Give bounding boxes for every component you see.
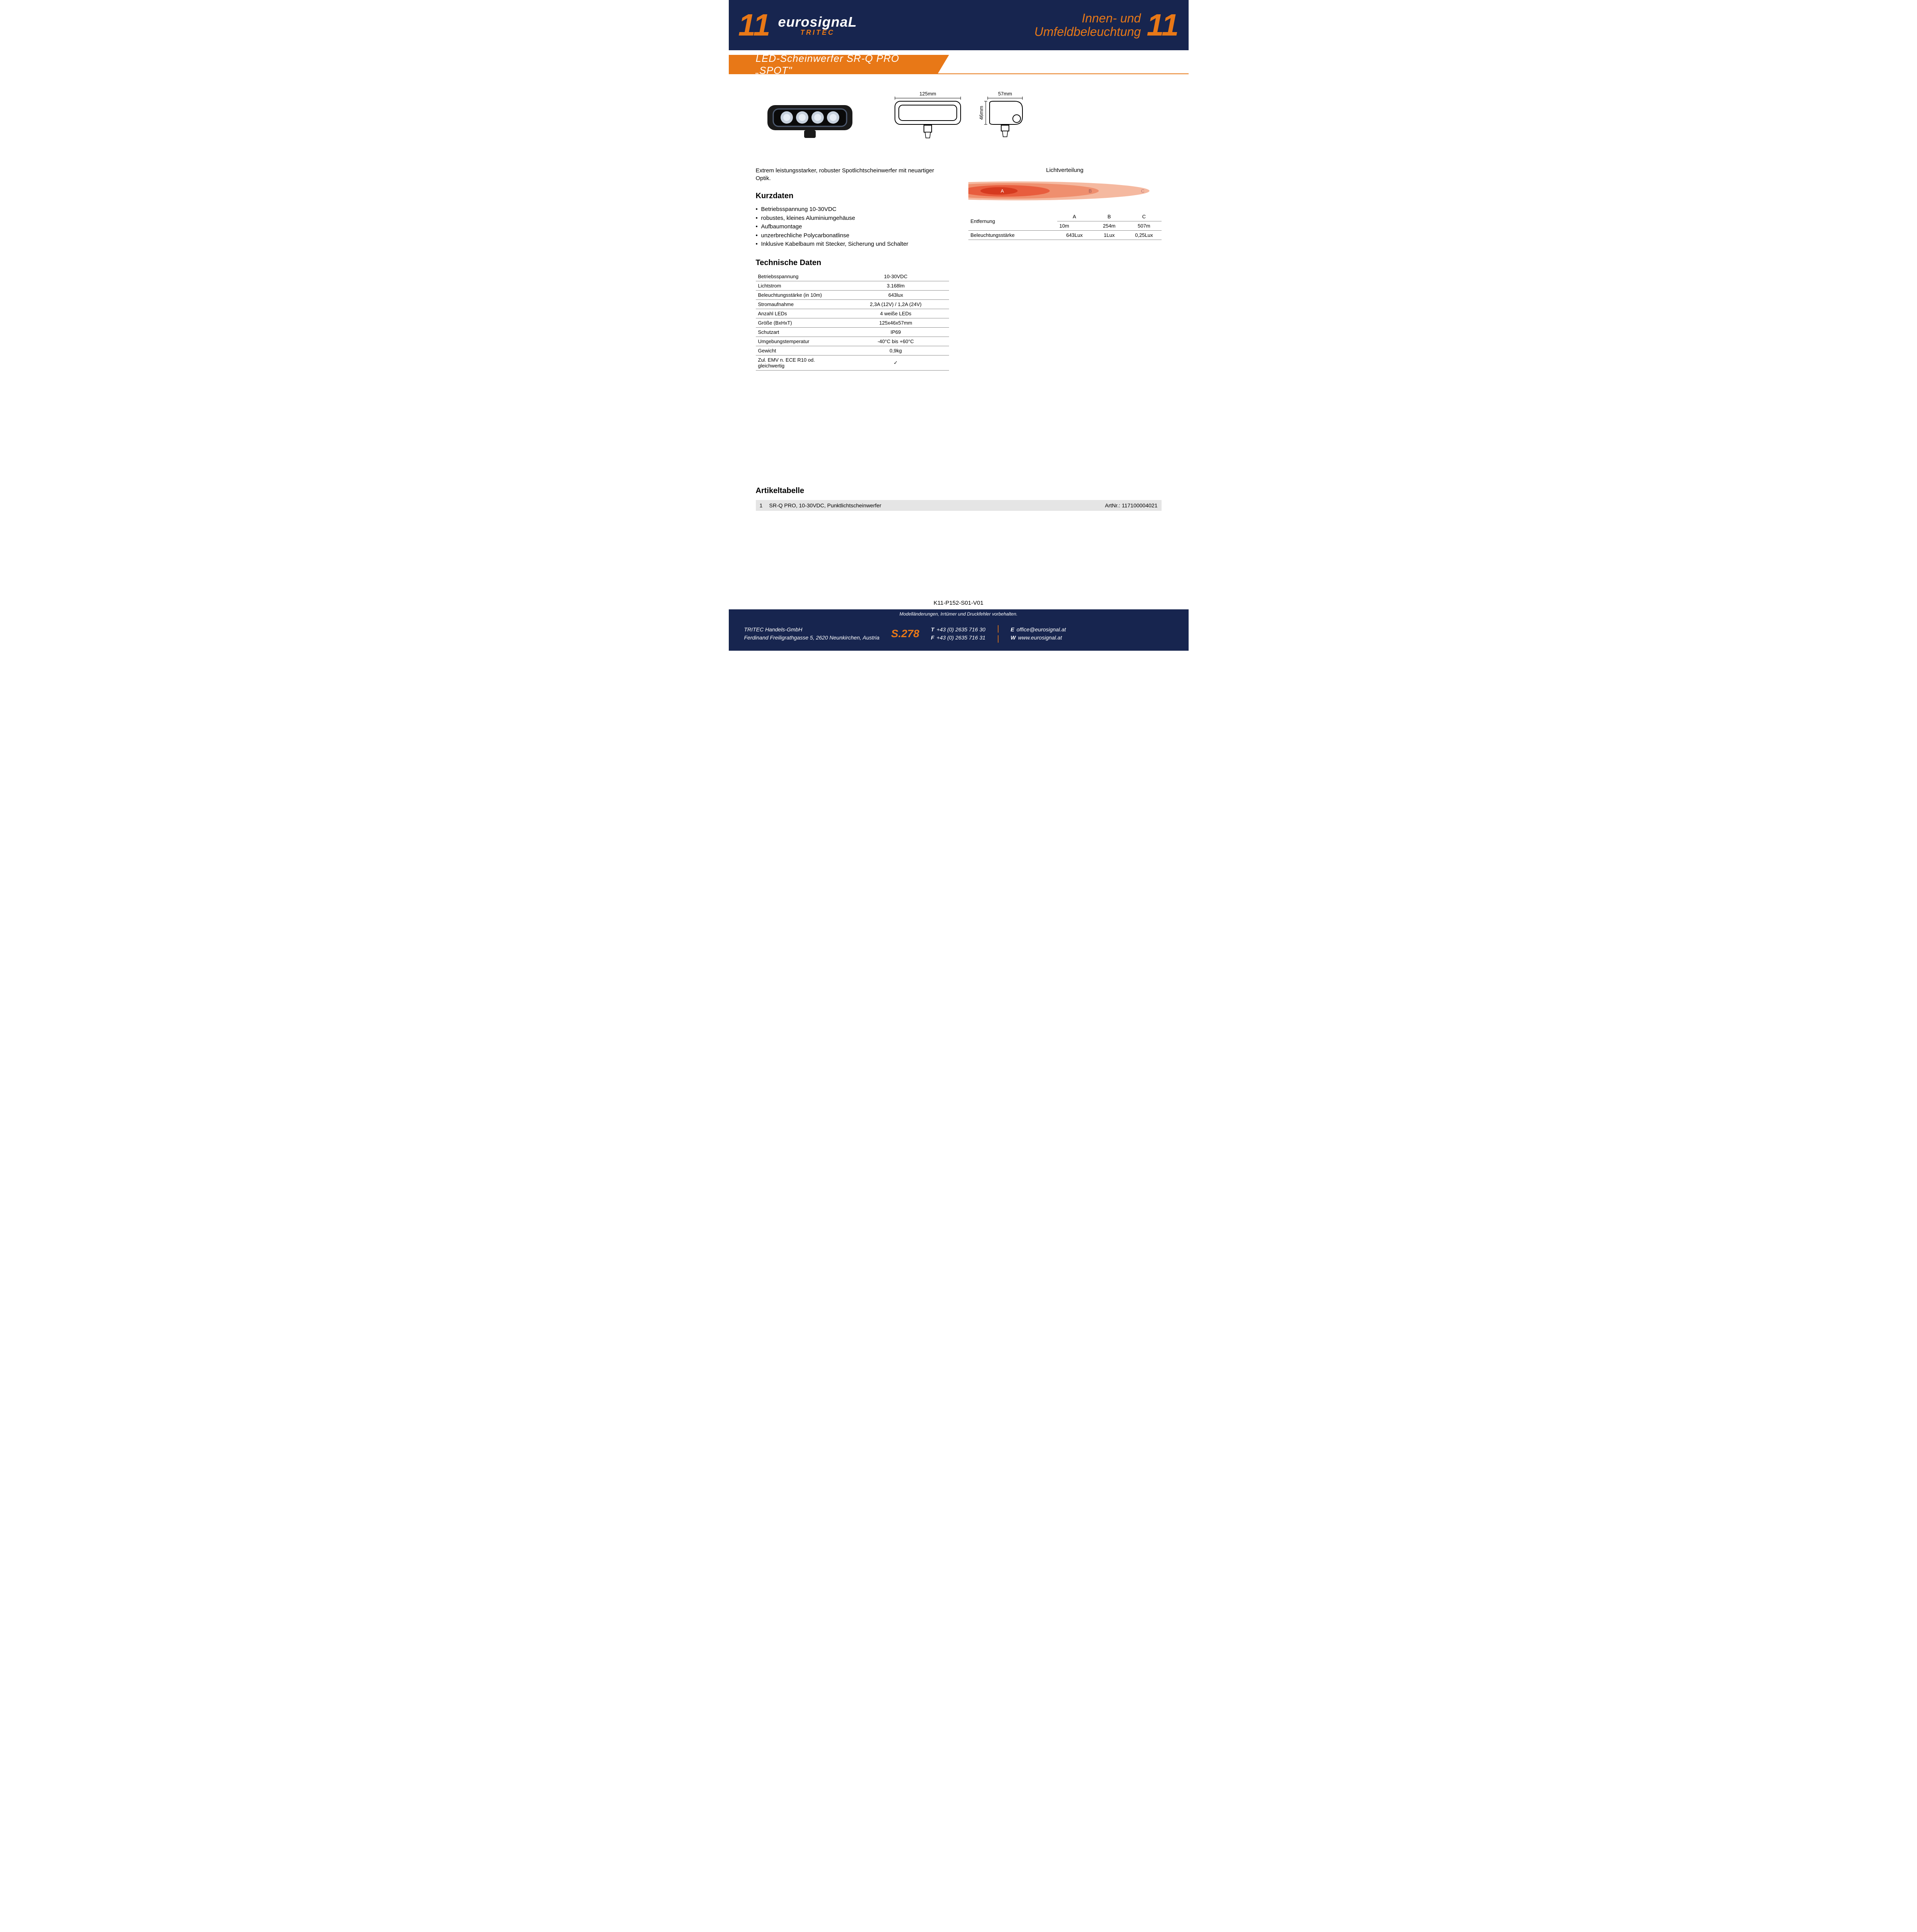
table-row: Umgebungstemperatur-40°C bis +60°C (756, 337, 949, 346)
disclaimer: Modelländerungen, Irrtümer und Druckfehl… (729, 610, 1189, 618)
title-bar: LED-Scheinwerfer SR-Q PRO „SPOT" (729, 55, 1189, 78)
table-row: Beleuchtungsstärke 643Lux 1Lux 0,25Lux (968, 231, 1162, 240)
contact-block-1: T+43 (0) 2635 716 30 F+43 (0) 2635 716 3… (931, 626, 985, 642)
page-number: S.278 (891, 628, 919, 640)
product-title: LED-Scheinwerfer SR-Q PRO „SPOT" (756, 53, 937, 77)
article-number: ArtNr.: 117100004021 (1105, 502, 1158, 509)
intro-text: Extrem leistungsstarker, robuster Spotli… (756, 167, 949, 182)
svg-text:A: A (1000, 188, 1004, 194)
svg-text:125mm: 125mm (919, 91, 936, 97)
header-right: Innen- und Umfeldbeleuchtung 11 (1034, 10, 1179, 41)
artikeltabelle-heading: Artikeltabelle (756, 486, 1162, 495)
table-row: Anzahl LEDs4 weiße LEDs (756, 309, 949, 318)
brand-logo: eurosignaL TRITEC (778, 14, 857, 37)
article-row: 1 SR-Q PRO, 10-30VDC, Punktlichtscheinwe… (756, 500, 1162, 511)
table-row: Entfernung A B C (968, 212, 1162, 221)
table-row: Stromaufnahme2,3A (12V) / 1,2A (24V) (756, 299, 949, 309)
table-row: Beleuchtungsstärke (in 10m)643lux (756, 290, 949, 299)
svg-text:57mm: 57mm (998, 91, 1012, 97)
company-name: TRITEC Handels-GmbH (744, 626, 879, 634)
page-footer: TRITEC Handels-GmbH Ferdinand Freiligrat… (729, 618, 1189, 651)
list-item: Aufbaumontage (756, 223, 949, 231)
technical-drawing: 125mm 57mm 46mm (887, 90, 1030, 151)
company-block: TRITEC Handels-GmbH Ferdinand Freiligrat… (744, 626, 879, 642)
table-row: Betriebsspannung10-30VDC (756, 272, 949, 281)
company-address: Ferdinand Freiligrathgasse 5, 2620 Neunk… (744, 634, 879, 642)
logo-main-text: eurosignaL (778, 14, 857, 30)
section-title: Innen- und Umfeldbeleuchtung (1034, 12, 1141, 39)
kurzdaten-heading: Kurzdaten (756, 192, 949, 201)
light-distribution-diagram: A B C (968, 177, 1162, 204)
list-item: Betriebsspannung 10-30VDC (756, 205, 949, 214)
contact-block-2: Eoffice@eurosignal.at Wwww.eurosignal.at (1010, 626, 1066, 642)
article-index: 1 (760, 502, 769, 509)
lichtverteilung-title: Lichtverteilung (968, 167, 1162, 173)
table-row: SchutzartIP69 (756, 327, 949, 337)
table-row: Lichtstrom3.168lm (756, 281, 949, 290)
page-header: 11 eurosignaL TRITEC Innen- und Umfeldbe… (729, 0, 1189, 50)
table-row: Zul. EMV n. ECE R10 od. gleichwertig✓ (756, 355, 949, 370)
svg-text:46mm: 46mm (978, 106, 984, 120)
lichtverteilung-table: Entfernung A B C 10m 254m 507m Beleuchtu… (968, 212, 1162, 240)
list-item: unzerbrechliche Polycarbonatlinse (756, 231, 949, 240)
article-section: Artikeltabelle 1 SR-Q PRO, 10-30VDC, Pun… (756, 486, 1162, 511)
svg-text:C: C (1141, 188, 1144, 194)
svg-text:B: B (1089, 188, 1092, 194)
table-row: Gewicht0,9kg (756, 346, 949, 355)
table-row: Größe (BxHxT)125x46x57mm (756, 318, 949, 327)
product-photo (756, 94, 864, 148)
list-item: Inklusive Kabelbaum mit Stecker, Sicheru… (756, 240, 949, 249)
list-item: robustes, kleines Aluminiumgehäuse (756, 214, 949, 223)
spec-table: Betriebsspannung10-30VDC Lichtstrom3.168… (756, 272, 949, 371)
document-code: K11-P152-S01-V01 (729, 597, 1189, 610)
kurzdaten-list: Betriebsspannung 10-30VDC robustes, klei… (756, 205, 949, 249)
footer-zone: K11-P152-S01-V01 Modelländerungen, Irrtü… (729, 597, 1189, 651)
techdaten-heading: Technische Daten (756, 259, 949, 267)
chapter-number-right: 11 (1146, 10, 1179, 41)
contact-sep: || (997, 624, 999, 644)
article-description: SR-Q PRO, 10-30VDC, Punktlichtscheinwerf… (769, 502, 1105, 509)
image-row: 125mm 57mm 46mm (756, 90, 1162, 151)
chapter-number-left: 11 (738, 10, 771, 41)
